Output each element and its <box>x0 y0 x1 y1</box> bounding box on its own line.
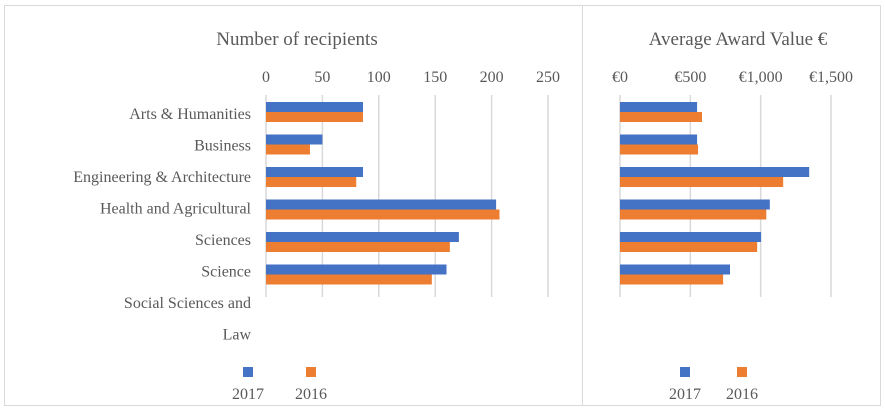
left-legend-swatch-2017 <box>243 367 253 377</box>
left-bars <box>266 102 500 285</box>
right-bar-2017 <box>620 134 698 145</box>
left-bar-2016 <box>266 274 432 285</box>
category-label: Sciences <box>195 232 251 249</box>
category-label: Social Sciences and <box>124 295 251 312</box>
left-legend-label: 2016 <box>295 386 327 403</box>
right-bar-2016 <box>620 177 784 187</box>
left-bar-2016 <box>266 209 500 220</box>
left-tick-label: 150 <box>423 69 447 86</box>
left-bar-2017 <box>266 102 364 112</box>
right-tick-label: €0 <box>612 69 628 86</box>
left-tick-labels: 0 50 100 150 200 250 <box>262 69 560 86</box>
right-bar-2016 <box>620 112 703 122</box>
left-tick-label: 0 <box>262 69 270 86</box>
right-legend-swatch-2017 <box>680 367 690 377</box>
category-label: Engineering & Architecture <box>73 169 251 186</box>
category-label: Law <box>223 327 252 344</box>
panel-divider <box>582 5 583 406</box>
left-bar-2016 <box>266 112 364 122</box>
right-legend-swatch-2016 <box>737 367 747 377</box>
left-gridlines <box>265 95 549 297</box>
left-legend-swatch-2016 <box>306 367 316 377</box>
right-bar-2017 <box>620 264 731 275</box>
right-bar-2016 <box>620 274 724 285</box>
right-chart-title: Average Award Value € <box>649 29 828 50</box>
right-bar-2017 <box>620 232 762 242</box>
left-tick-label: 200 <box>480 69 504 86</box>
left-bar-2016 <box>266 144 310 155</box>
left-bar-2017 <box>266 264 447 275</box>
right-bar-2017 <box>620 199 770 210</box>
left-bar-2016 <box>266 177 357 187</box>
right-tick-label: €1,000 <box>739 69 783 86</box>
right-bars <box>620 102 810 285</box>
left-tick-label: 50 <box>314 69 330 86</box>
category-label: Business <box>194 138 251 155</box>
right-tick-labels: €0 €500 €1,000 €1,500 <box>612 69 853 86</box>
right-bar-2017 <box>620 167 810 177</box>
right-bar-2017 <box>620 102 698 112</box>
left-bar-2017 <box>266 199 497 210</box>
legends: 2017 2016 2017 2016 <box>232 367 758 403</box>
right-legend-label: 2017 <box>669 386 701 403</box>
category-label: Health and Agricultural <box>100 201 252 218</box>
category-labels: Arts & Humanities Business Engineering & A… <box>73 106 251 344</box>
left-tick-label: 250 <box>536 69 560 86</box>
right-bar-2016 <box>620 242 758 252</box>
category-label: Science <box>201 264 251 281</box>
right-tick-label: €500 <box>674 69 706 86</box>
left-bar-2017 <box>266 232 459 242</box>
right-gridlines <box>619 95 832 297</box>
left-bar-2017 <box>266 167 364 177</box>
left-tick-label: 100 <box>367 69 391 86</box>
right-bar-2016 <box>620 144 699 155</box>
left-bar-2016 <box>266 242 450 252</box>
left-legend-label: 2017 <box>232 386 264 403</box>
right-legend-label: 2016 <box>726 386 758 403</box>
category-label: Arts & Humanities <box>129 106 251 123</box>
chart-frame <box>4 5 881 406</box>
left-chart-title: Number of recipients <box>216 29 377 50</box>
left-bar-2017 <box>266 134 323 145</box>
right-tick-label: €1,500 <box>809 69 853 86</box>
right-bar-2016 <box>620 209 767 220</box>
